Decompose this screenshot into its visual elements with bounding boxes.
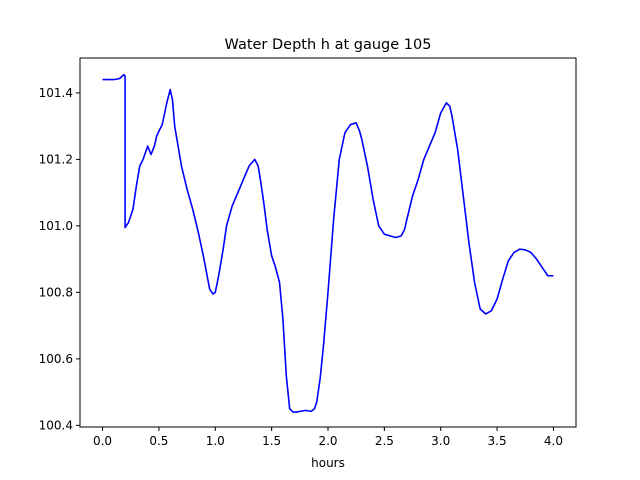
chart-title: Water Depth h at gauge 105	[225, 37, 432, 53]
x-tick-label: 1.5	[262, 434, 281, 448]
x-tick-label: 2.5	[375, 434, 394, 448]
y-tick-label: 101.0	[39, 219, 73, 233]
y-tick-label: 100.8	[39, 285, 73, 299]
x-axis: 0.0 0.5 1.0 1.5 2.0 2.5 3.0 3.5 4.0	[93, 427, 563, 448]
y-tick-label: 101.4	[39, 86, 73, 100]
x-tick-label: 3.0	[431, 434, 450, 448]
y-axis: 100.4 100.6 100.8 101.0 101.2 101.4	[39, 86, 80, 432]
x-tick-label: 4.0	[544, 434, 563, 448]
x-tick-label: 1.0	[206, 434, 225, 448]
x-tick-label: 0.5	[149, 434, 168, 448]
y-tick-label: 101.2	[39, 152, 73, 166]
series-layer	[102, 73, 554, 413]
x-tick-label: 2.0	[318, 434, 337, 448]
y-tick-label: 100.4	[39, 418, 73, 432]
x-axis-label: hours	[311, 456, 345, 470]
x-tick-label: 0.0	[93, 434, 112, 448]
x-tick-label: 3.5	[488, 434, 507, 448]
y-tick-label: 100.6	[39, 352, 73, 366]
series-line	[102, 73, 554, 413]
